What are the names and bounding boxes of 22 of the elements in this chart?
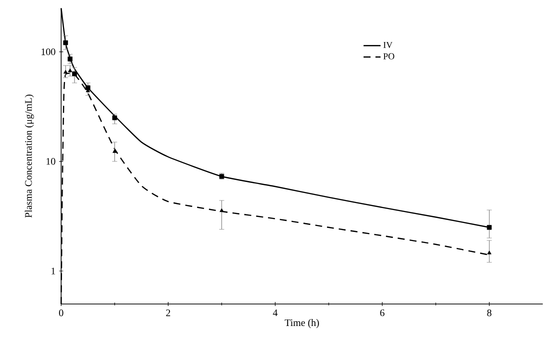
x-tick-label: 0 — [59, 309, 64, 316]
x-tick-label: 4 — [272, 309, 278, 316]
x-tick-label: 8 — [487, 309, 492, 316]
x-axis-title: Time (h) — [284, 318, 319, 328]
point — [487, 250, 492, 254]
point — [220, 208, 224, 212]
legend-label: IV — [383, 42, 392, 48]
legend-label: PO — [383, 53, 394, 60]
y-axis-title: Plasma Concentration (μg/mL) — [24, 94, 34, 218]
y-tick-label: 100 — [42, 48, 56, 56]
point — [68, 68, 72, 72]
point — [64, 70, 68, 74]
x-tick-label: 6 — [380, 309, 384, 316]
point — [112, 115, 118, 120]
y-tick-label: 1 — [52, 268, 56, 274]
point — [63, 40, 68, 46]
y-tick-label: 10 — [46, 158, 56, 165]
x-tick-label: 2 — [166, 309, 170, 316]
point — [72, 71, 77, 76]
point — [112, 149, 117, 153]
point — [486, 224, 492, 230]
point — [68, 56, 72, 62]
